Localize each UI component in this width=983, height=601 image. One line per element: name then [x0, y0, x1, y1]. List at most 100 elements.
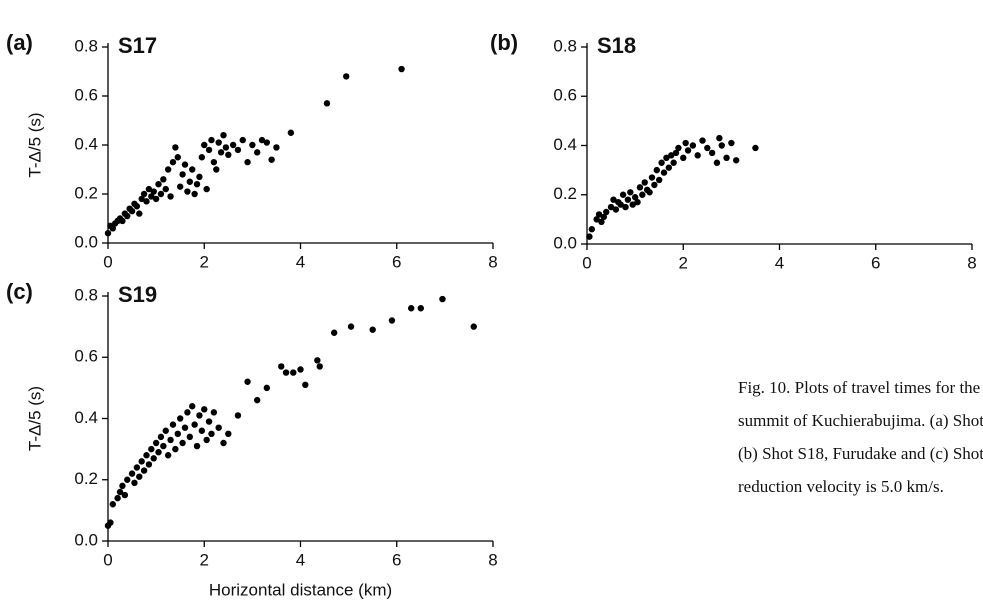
scatter-point: [641, 179, 648, 186]
scatter-point: [167, 193, 174, 200]
y-tick-label: 0.4: [74, 408, 98, 427]
scatter-point: [220, 132, 227, 139]
scatter-point: [723, 154, 730, 162]
scatter-point: [213, 166, 220, 173]
scatter-point: [124, 476, 131, 483]
scatter-point: [152, 195, 160, 203]
y-tick-label: 0.8: [74, 36, 98, 55]
scatter-point: [215, 139, 222, 146]
scatter-point: [172, 144, 179, 151]
scatter-point: [138, 195, 145, 203]
scatter-point: [287, 129, 295, 136]
scatter-point: [675, 144, 682, 152]
x-tick-label: 6: [871, 253, 880, 272]
panel-letter: (b): [490, 30, 518, 55]
scatter-point: [143, 198, 150, 205]
scatter-point: [316, 363, 323, 370]
scatter-point: [198, 427, 206, 434]
scatter-point: [179, 439, 186, 447]
scatter-point: [619, 191, 627, 198]
scatter-point: [124, 212, 131, 220]
scatter-point: [217, 149, 225, 156]
scatter-point: [176, 183, 184, 190]
scatter-point: [713, 159, 721, 166]
scatter-point: [220, 439, 227, 447]
scatter-point: [172, 445, 179, 453]
scatter-point: [660, 169, 668, 176]
y-tick-label: 0.6: [74, 85, 98, 104]
scatter-point: [672, 149, 680, 157]
scatter-point: [193, 442, 201, 450]
scatter-point: [347, 323, 355, 330]
scatter-point: [133, 464, 141, 471]
scatter-point: [651, 181, 658, 189]
scatter-point: [680, 154, 687, 162]
scatter-point: [699, 137, 706, 144]
scatter-point: [160, 176, 167, 183]
scatter-point: [201, 406, 208, 413]
y-tick-label: 0.0: [553, 233, 577, 252]
x-tick-label: 0: [103, 252, 112, 271]
scatter-point: [225, 151, 232, 158]
x-tick-label: 2: [200, 550, 209, 569]
scatter-point: [665, 164, 673, 171]
scatter-point: [128, 470, 136, 477]
x-axis-label: Horizontal distance (km): [209, 580, 392, 599]
caption-line: reduction velocity is 5.0 km/s.: [738, 477, 944, 496]
scatter-point: [718, 142, 725, 149]
scatter-point: [184, 188, 191, 195]
scatter-point: [133, 203, 141, 210]
scatter-point: [314, 357, 321, 364]
scatter-point: [290, 369, 297, 376]
scatter-point: [244, 158, 251, 166]
scatter-point: [586, 233, 593, 240]
x-tick-label: 8: [488, 252, 497, 271]
scatter-point: [603, 208, 610, 216]
scatter-point: [210, 158, 218, 166]
series-label: S17: [118, 33, 157, 58]
scatter-point: [249, 141, 256, 149]
scatter-point: [627, 189, 634, 196]
scatter-point: [145, 461, 153, 468]
scatter-point: [184, 409, 191, 416]
scatter-point: [282, 369, 290, 376]
scatter-point: [470, 323, 477, 330]
scatter-point: [407, 305, 415, 312]
scatter-point: [162, 427, 169, 434]
y-tick-label: 0.4: [74, 134, 98, 153]
y-tick-label: 0.0: [74, 232, 98, 251]
scatter-point: [617, 201, 624, 208]
scatter-point: [728, 139, 735, 147]
scatter-point: [253, 396, 261, 404]
y-tick-label: 0.2: [553, 184, 577, 203]
scatter-point: [239, 136, 246, 144]
scatter-point: [234, 146, 242, 154]
scatter-point: [181, 424, 189, 431]
scatter-point: [205, 418, 213, 425]
x-tick-label: 4: [296, 550, 305, 569]
scatter-point: [196, 173, 203, 181]
scatter-point: [138, 458, 145, 465]
x-tick-label: 0: [582, 253, 591, 272]
scatter-point: [439, 295, 446, 303]
x-tick-label: 6: [392, 550, 401, 569]
scatter-point: [167, 436, 174, 444]
scatter-point: [116, 488, 124, 496]
scatter-point: [610, 196, 617, 203]
scatter-point: [114, 494, 121, 502]
scatter-point: [388, 317, 396, 324]
scatter-point: [343, 73, 350, 80]
scatter-point: [595, 211, 603, 218]
series-label: S19: [118, 282, 157, 307]
y-axis-label: T-Δ/5 (s): [25, 386, 44, 451]
scatter-point: [398, 65, 405, 73]
scatter-point: [663, 154, 670, 162]
scatter-point: [203, 436, 210, 444]
scatter-point: [210, 409, 218, 416]
scatter-point: [104, 230, 112, 237]
scatter-point: [704, 144, 711, 152]
x-tick-label: 8: [488, 550, 497, 569]
scatter-point: [631, 194, 639, 201]
scatter-point: [222, 144, 230, 151]
y-tick-label: 0.6: [553, 86, 577, 105]
